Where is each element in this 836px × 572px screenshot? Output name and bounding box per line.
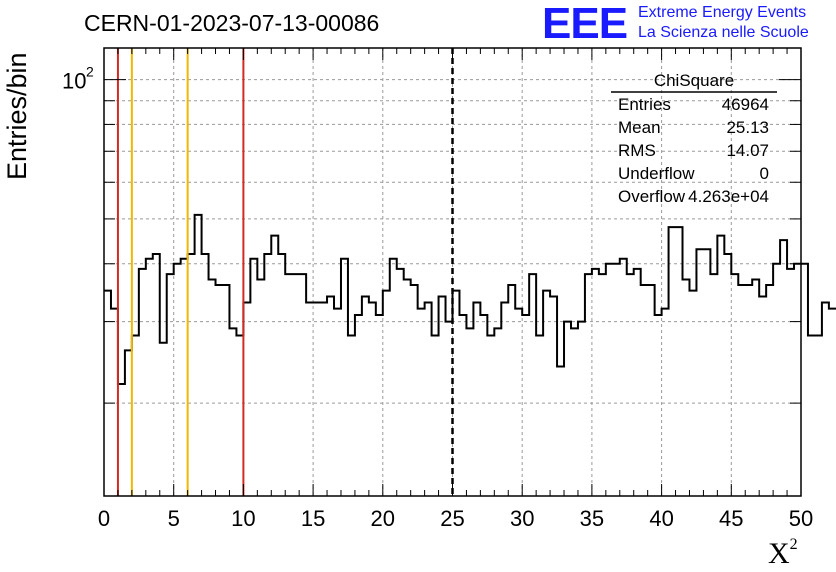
stats-value: 25.13	[726, 118, 769, 137]
x-tick-label: 15	[301, 506, 325, 531]
x-tick-label: 50	[789, 506, 813, 531]
x-tick-label: 20	[371, 506, 395, 531]
x-tick-label: 40	[649, 506, 673, 531]
stats-title: ChiSquare	[654, 71, 734, 90]
stats-label: Entries	[618, 95, 671, 114]
stats-value: 0	[760, 164, 769, 183]
x-tick-label: 30	[510, 506, 534, 531]
x-ticks: 0 5 10 15 20 25 30 35 40 45 50	[98, 48, 813, 531]
y-tick-label-exponent: 2	[86, 64, 94, 80]
stats-label: Underflow	[618, 164, 695, 183]
x-tick-label: 35	[580, 506, 604, 531]
x-tick-label: 0	[98, 506, 110, 531]
stats-value: 4.263e+04	[688, 187, 769, 206]
y-tick-label: 10	[62, 69, 86, 94]
x-axis-label: X2	[768, 536, 798, 571]
x-tick-label: 10	[231, 506, 255, 531]
stats-label: RMS	[618, 141, 656, 160]
y-ticks: 10 2	[62, 64, 801, 404]
x-tick-label: 5	[168, 506, 180, 531]
histogram-bars	[104, 213, 836, 385]
stats-box: ChiSquare Entries 46964 Mean 25.13 RMS 14.07 Un…	[611, 71, 777, 206]
x-axis-label-exponent: 2	[789, 536, 798, 553]
stats-label: Overflow	[618, 187, 686, 206]
histogram-line	[104, 213, 836, 385]
x-tick-label: 45	[719, 506, 743, 531]
x-axis-label-base: X	[768, 537, 790, 570]
logo-line-1: Extreme Energy Events	[638, 4, 807, 21]
stats-label: Mean	[618, 118, 661, 137]
x-tick-label: 25	[440, 506, 464, 531]
logo-line-2: La Scienza nelle Scuole	[638, 24, 809, 41]
eee-logo: EEE	[542, 0, 628, 48]
run-title: CERN-01-2023-07-13-00086	[84, 10, 380, 36]
stats-value: 46964	[722, 95, 769, 114]
cut-lines	[116, 48, 454, 496]
stats-value: 14.07	[726, 141, 769, 160]
